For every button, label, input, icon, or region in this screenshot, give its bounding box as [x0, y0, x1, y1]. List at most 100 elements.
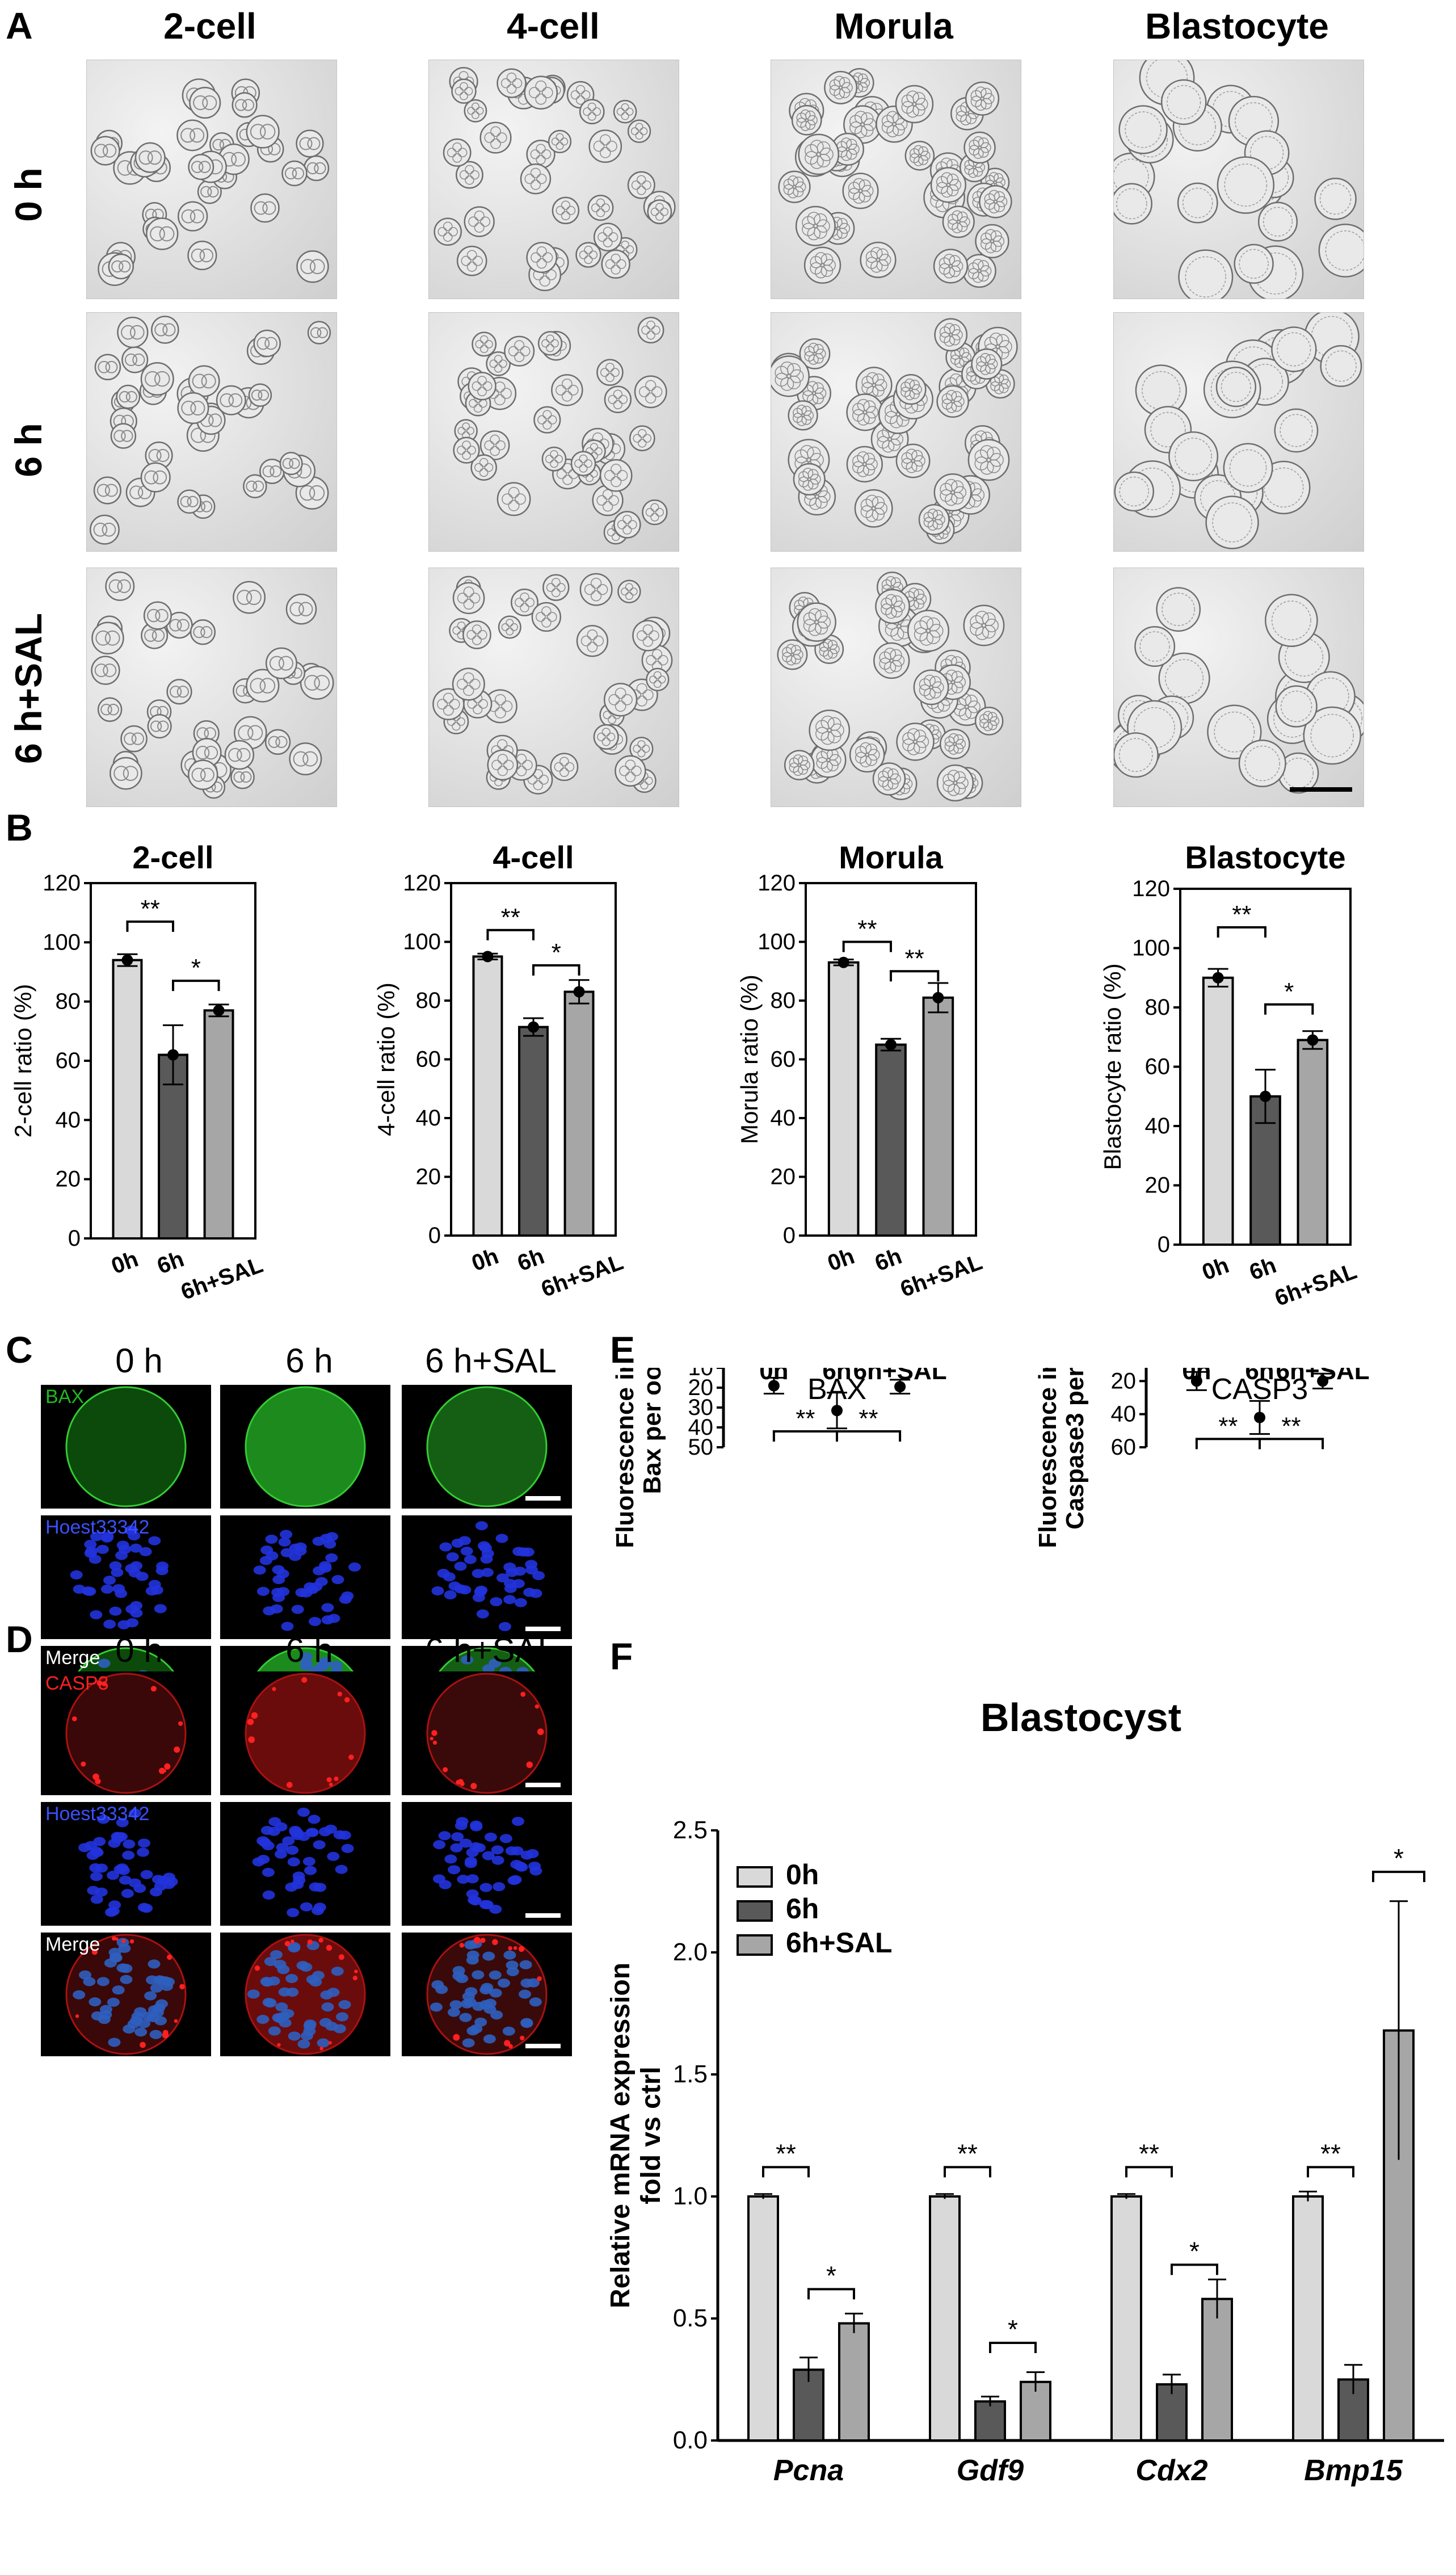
casp3-spot: [508, 1946, 512, 1951]
nucleus: [136, 1572, 149, 1581]
blastomere: [852, 461, 865, 473]
blastomere: [506, 627, 514, 636]
nucleus: [458, 1536, 472, 1545]
embryo: [487, 749, 519, 781]
blastomere: [820, 253, 834, 266]
significance-label: **: [776, 2139, 796, 2168]
casp3-spot: [459, 1943, 465, 1948]
scale-bar: [525, 1913, 561, 1918]
blastomere: [854, 111, 868, 124]
y-tick-label: 0.5: [673, 2304, 708, 2332]
nucleus: [300, 1962, 313, 1972]
blastomere: [556, 205, 565, 215]
blastomere: [642, 636, 654, 647]
blastomere: [607, 732, 616, 741]
significance-label: *: [1008, 2314, 1018, 2344]
blastomere: [1001, 379, 1011, 389]
nucleus: [116, 1863, 129, 1873]
y-tick-label: 80: [56, 989, 81, 1014]
embryo-cluster: [778, 68, 1012, 288]
embryo: [300, 666, 334, 700]
blastomere: [462, 422, 470, 431]
casp3-spot: [71, 1716, 77, 1721]
blastomere: [124, 732, 137, 745]
blastomere: [597, 732, 606, 741]
blastomere: [587, 629, 598, 640]
blastomere: [491, 759, 502, 770]
fluorescence-image: [220, 1385, 390, 1509]
embryo: [279, 452, 303, 476]
panel-label-e: E: [610, 1329, 636, 1371]
blastomere: [309, 485, 325, 501]
blastomere: [989, 333, 1003, 346]
mean-point: [167, 1049, 179, 1061]
embryo: [177, 489, 201, 514]
casp3-spot: [432, 1740, 437, 1745]
blastomere: [650, 503, 659, 512]
embryo: [224, 740, 255, 770]
nucleus: [495, 1534, 508, 1543]
casp3-spot: [470, 1783, 477, 1790]
nucleus: [277, 2011, 290, 2021]
nucleus: [260, 1825, 273, 1835]
nucleus: [287, 1908, 300, 1917]
blastomere: [861, 184, 874, 197]
nucleus: [304, 2019, 317, 2029]
legend-swatch: [737, 1900, 773, 1922]
nucleus: [137, 1838, 150, 1848]
casp3-spot: [277, 2043, 281, 2047]
embryo: [537, 331, 563, 356]
embryo: [634, 375, 667, 409]
blastomere: [529, 87, 540, 99]
nucleus: [466, 1950, 479, 1960]
col-title-morula: Morula: [834, 6, 953, 47]
blastomere: [863, 400, 876, 413]
nucleus: [86, 1850, 99, 1860]
nucleus: [506, 1967, 519, 1976]
embryo: [232, 92, 258, 118]
embryo: [1114, 183, 1152, 225]
blastomere: [462, 440, 471, 450]
bar: [518, 1026, 549, 1237]
y-tick-label: 80: [416, 988, 441, 1013]
nucleus: [125, 1525, 138, 1535]
blastomere: [947, 783, 960, 796]
nucleus: [320, 1990, 333, 2000]
nucleus: [303, 2026, 316, 2036]
blastomere: [980, 265, 992, 277]
nucleus: [100, 1533, 113, 1543]
blastomere: [900, 387, 911, 397]
blastomere: [570, 90, 580, 100]
mean-point: [1190, 1375, 1202, 1387]
nucleus: [509, 1875, 522, 1884]
nucleus: [96, 1544, 109, 1554]
blastomere: [94, 663, 108, 678]
mean-point: [528, 1021, 539, 1033]
blastomere: [119, 391, 131, 403]
embryo: [452, 667, 485, 701]
blastomere: [207, 186, 219, 198]
embryo: [187, 240, 217, 271]
marker-signal: [245, 1386, 366, 1507]
blastomere: [786, 644, 797, 654]
embryo: [550, 753, 579, 782]
blastomere: [145, 371, 161, 387]
embryo-cluster: [434, 66, 676, 292]
blastomere: [443, 232, 453, 242]
nucleus: [461, 1999, 474, 2009]
casp3-spot: [504, 2040, 511, 2047]
bar: [1249, 1095, 1281, 1246]
nucleus: [325, 1553, 338, 1562]
blastomere: [469, 399, 478, 408]
nucleus: [433, 1840, 446, 1850]
nucleus: [154, 1604, 167, 1614]
nucleus: [137, 1847, 150, 1857]
y-tick-label: 0: [1158, 1232, 1170, 1257]
nucleus: [521, 1547, 535, 1557]
blastomere: [539, 275, 550, 287]
blastomere: [460, 91, 468, 100]
blastomere: [508, 499, 520, 511]
casp3-spot: [443, 1767, 448, 1772]
blastomere: [859, 179, 871, 192]
